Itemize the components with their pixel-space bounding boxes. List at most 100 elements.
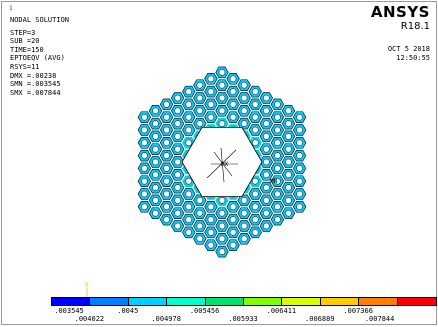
hex-core <box>285 171 292 179</box>
hex-core <box>141 126 148 134</box>
hex-core <box>240 94 248 102</box>
hex-core <box>174 107 181 115</box>
hex-core <box>296 177 303 185</box>
hex-core <box>141 177 148 185</box>
hex-core <box>152 209 159 217</box>
hex-core <box>174 94 181 102</box>
hex-core <box>218 120 226 127</box>
hex-core <box>218 235 226 243</box>
hex-core <box>152 171 159 179</box>
hex-core <box>263 94 270 102</box>
hex-core <box>163 203 170 211</box>
timestamp-date: OCT 5 2018 <box>387 45 430 53</box>
hex-core <box>174 209 181 217</box>
hex-core <box>274 165 281 172</box>
global-axis-icon: Y <box>85 282 89 298</box>
hex-core <box>263 158 270 166</box>
hex-core <box>274 216 281 223</box>
hex-core <box>152 133 159 140</box>
hex-core <box>152 107 159 115</box>
mx-marker: MX <box>221 161 229 168</box>
hex-core <box>163 216 170 223</box>
info-rsys: RSYS=11 <box>10 62 40 71</box>
hex-core <box>196 209 204 217</box>
hex-core <box>152 158 159 166</box>
hex-core <box>252 126 259 134</box>
legend-label-bottom: .007844 <box>364 315 395 323</box>
hex-core <box>185 190 192 198</box>
hex-core <box>285 107 292 115</box>
hex-core <box>274 177 281 185</box>
ansys-logo: ANSYS R18.1 <box>371 4 430 32</box>
info-smx: SMX =.007844 <box>10 88 61 97</box>
hex-core <box>185 229 192 236</box>
hex-core <box>285 120 292 127</box>
hex-core <box>229 229 237 236</box>
info-smn: SMN =.003545 <box>10 80 61 89</box>
hex-core <box>218 222 226 230</box>
hex-core <box>141 203 148 211</box>
hex-core <box>296 190 303 198</box>
legend-swatch <box>128 298 168 305</box>
hex-core <box>163 113 170 121</box>
hex-core <box>152 197 159 204</box>
hex-core <box>263 120 270 127</box>
legend-swatch <box>282 298 321 305</box>
hex-core <box>185 88 192 95</box>
hex-core <box>185 203 192 211</box>
hex-core <box>285 133 292 140</box>
hex-core <box>263 184 270 191</box>
info-time: TIME=150 <box>10 45 44 54</box>
info-sub: SUB =20 <box>10 37 40 46</box>
legend-label-top: .005456 <box>189 307 220 315</box>
hex-core <box>207 241 215 249</box>
hex-core <box>240 81 248 89</box>
hex-core <box>196 222 204 230</box>
hex-core <box>207 113 215 121</box>
hex-core <box>240 107 248 115</box>
hex-core <box>274 203 281 211</box>
legend-label-top: .0045 <box>117 307 139 315</box>
result-title: NODAL SOLUTION <box>10 16 70 24</box>
hex-core <box>174 184 181 191</box>
legend-swatch <box>243 298 283 305</box>
hex-core <box>174 133 181 140</box>
solution-info: NODAL SOLUTION STEP=3 SUB =20 TIME=150 E… <box>10 16 69 97</box>
timestamp: OCT 5 2018 12:50:55 <box>388 45 430 62</box>
hex-core <box>174 222 181 230</box>
legend-swatch <box>359 298 398 305</box>
hex-core <box>163 101 170 108</box>
hex-core <box>296 113 303 121</box>
hex-core <box>263 209 270 217</box>
hex-core <box>196 197 204 204</box>
hex-core <box>285 209 292 217</box>
hex-core <box>252 203 259 211</box>
hex-core <box>218 209 226 217</box>
legend-label-top: .007366 <box>343 307 373 315</box>
axis-y-label: Y <box>85 282 89 289</box>
hex-core <box>141 190 148 198</box>
hex-core <box>218 107 226 115</box>
hex-core <box>240 235 248 243</box>
hex-core <box>229 101 237 108</box>
legend-label-top: .003545 <box>54 307 84 315</box>
legend-label-top: .006411 <box>266 307 297 315</box>
hex-core <box>185 139 192 147</box>
info-dmx: DMX =.00238 <box>10 71 57 80</box>
hex-core <box>285 158 292 166</box>
hex-core <box>252 190 259 198</box>
legend-swatch <box>52 298 91 305</box>
legend-label-bottom: .004022 <box>74 315 105 323</box>
hex-core <box>252 101 259 108</box>
hex-core <box>274 152 281 159</box>
hex-core <box>174 171 181 179</box>
hex-core <box>207 216 215 223</box>
legend-swatch <box>205 298 244 305</box>
hex-core <box>163 152 170 159</box>
hex-core <box>296 165 303 172</box>
hex-core <box>229 75 237 83</box>
hex-core <box>252 216 259 223</box>
hex-core <box>207 101 215 108</box>
